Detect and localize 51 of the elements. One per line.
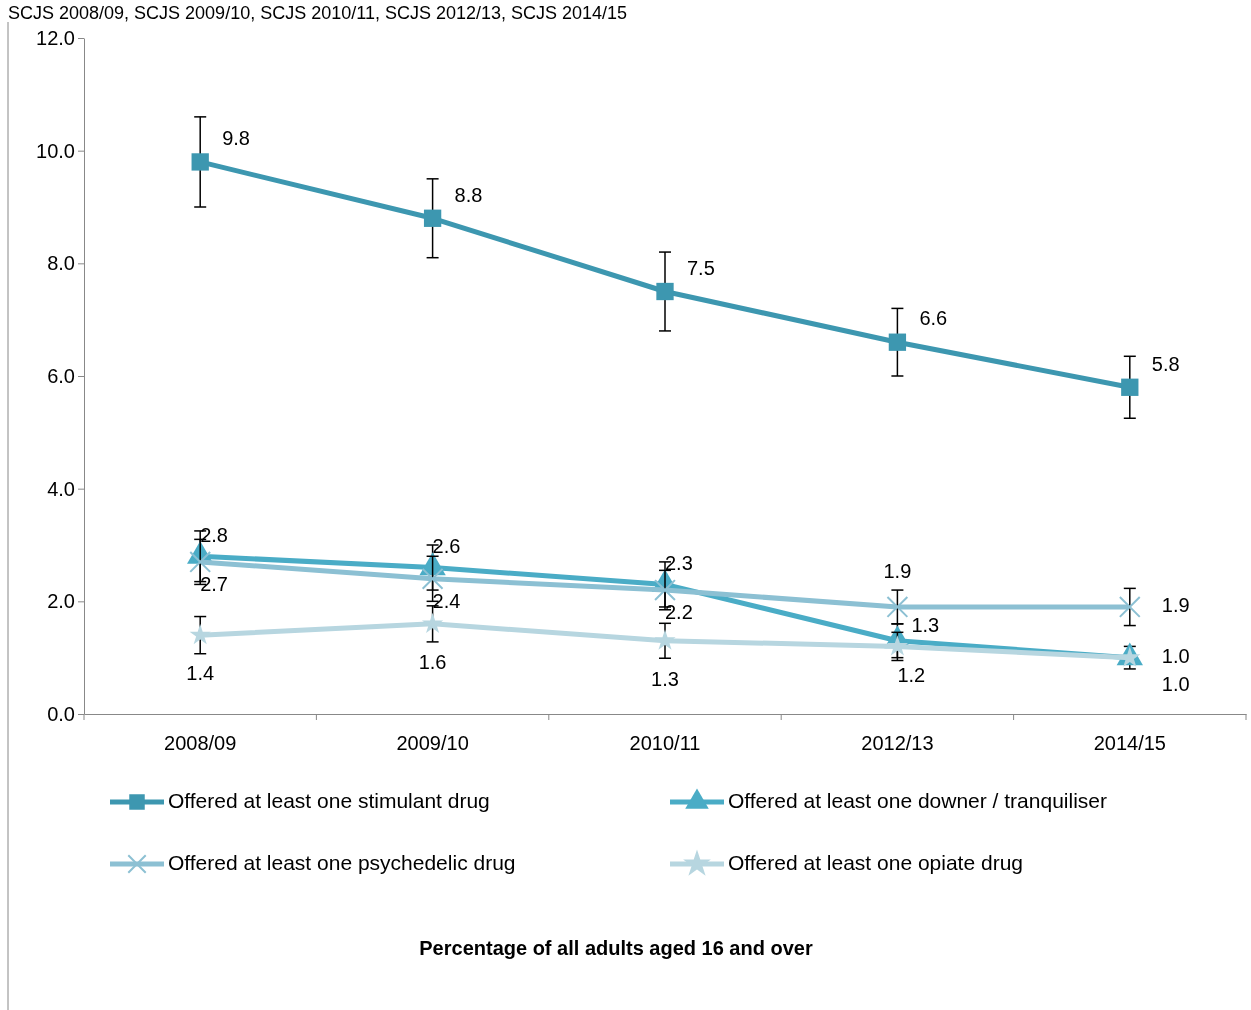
point — [654, 629, 676, 650]
data-label: 2.2 — [665, 601, 693, 624]
y-tick-label: 8.0 — [47, 252, 75, 275]
x-tick-label: 2010/11 — [629, 732, 701, 755]
text: SCJS 2008/09, SCJS 2009/10, SCJS 2010/11, SCJS 2012/13, SCJS 2014/15 — [8, 2, 628, 23]
y-tick-label: 12.0 — [36, 26, 75, 49]
legend-label: Offered at least one opiate drug — [728, 850, 1023, 874]
data-label: 1.0 — [1161, 672, 1190, 695]
point — [421, 567, 444, 590]
point — [189, 623, 211, 645]
data-label: 5.8 — [1151, 352, 1180, 375]
data-label: 9.8 — [222, 127, 251, 150]
x-tick-label: 2008/09 — [164, 732, 237, 755]
y-tick-label: 6.0 — [47, 364, 75, 387]
data-label: 1.3 — [911, 614, 940, 637]
point — [888, 333, 907, 351]
legend-label: Offered at least one stimulant drug — [168, 788, 490, 812]
data-label: 1.9 — [1161, 594, 1190, 617]
legend-label: Offered at least one downer / tranquiliser — [728, 788, 1107, 812]
data-label: 2.3 — [665, 551, 693, 574]
y-tick-label: 10.0 — [36, 139, 75, 162]
data-label: 1.3 — [651, 668, 679, 691]
point — [1118, 596, 1141, 618]
data-label: 2.7 — [200, 573, 229, 596]
x-tick-label: 2012/13 — [861, 732, 934, 755]
data-label: 1.6 — [418, 651, 447, 674]
point — [423, 209, 442, 227]
point — [1121, 378, 1139, 396]
data-label: 2.4 — [432, 590, 461, 613]
legend-label: Offered at least one psychedelic drug — [168, 850, 516, 874]
y-tick-label: 0.0 — [47, 702, 75, 725]
point — [656, 282, 674, 301]
data-label: 2.8 — [200, 523, 229, 546]
data-label: 6.6 — [919, 307, 948, 330]
point — [191, 153, 209, 171]
data-label: 2.6 — [432, 534, 461, 557]
point — [421, 612, 444, 633]
y-tick-label: 2.0 — [47, 590, 75, 613]
point — [886, 596, 909, 618]
data-label: 1.0 — [1161, 644, 1190, 667]
point — [654, 579, 676, 602]
y-tick-label: 4.0 — [47, 477, 75, 500]
x-tick-label: 2009/10 — [396, 732, 469, 755]
x-tick-label: 2014/15 — [1093, 732, 1166, 755]
data-label: 1.9 — [883, 560, 912, 583]
data-label: 7.5 — [687, 256, 715, 279]
point — [189, 550, 212, 573]
data-label: 8.8 — [454, 183, 483, 206]
text: Percentage of all adults aged 16 and over — [419, 937, 813, 960]
data-label: 1.4 — [186, 662, 215, 685]
data-label: 1.2 — [897, 663, 926, 686]
